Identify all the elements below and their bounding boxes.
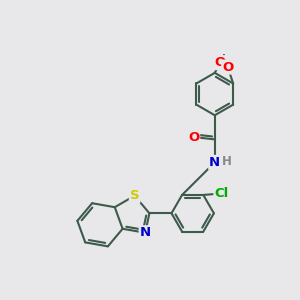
Text: N: N	[209, 156, 220, 169]
Text: S: S	[130, 189, 140, 202]
Text: O: O	[214, 56, 226, 69]
Text: O: O	[188, 130, 199, 143]
Text: N: N	[140, 226, 151, 239]
Text: H: H	[222, 155, 232, 168]
Text: Cl: Cl	[214, 187, 229, 200]
Text: O: O	[222, 61, 233, 74]
